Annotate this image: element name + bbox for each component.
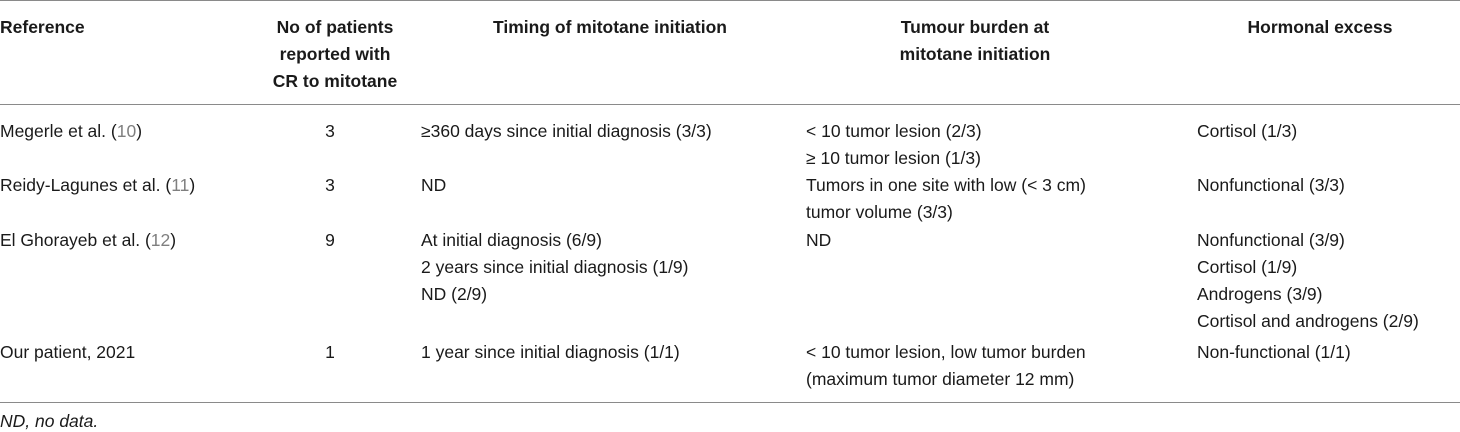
header-text: Reference [0, 17, 85, 37]
reference-text: Megerle et al. ( [0, 121, 117, 141]
hormonal-line: Cortisol and androgens (2/9) [1197, 311, 1419, 331]
row-3-timing: At initial diagnosis (6/9) 2 years since… [421, 227, 689, 308]
header-text: No of patients [276, 17, 394, 37]
header-text: Tumour burden at [900, 17, 1050, 37]
reference-text: Reidy-Lagunes et al. ( [0, 175, 172, 195]
hormonal-line: Nonfunctional (3/3) [1197, 175, 1345, 195]
burden-line: < 10 tumor lesion, low tumor burden [806, 342, 1086, 362]
row-1-patients: 3 [240, 118, 420, 145]
burden-line: ≥ 10 tumor lesion (1/3) [806, 148, 981, 168]
patient-count: 1 [325, 342, 335, 362]
hormonal-line: Cortisol (1/3) [1197, 121, 1298, 141]
patient-count: 9 [325, 230, 335, 250]
row-2-burden: Tumors in one site with low (< 3 cm) tum… [806, 172, 1086, 226]
reference-text: Our patient, 2021 [0, 342, 136, 362]
row-4-reference: Our patient, 2021 [0, 339, 135, 366]
hormonal-line: Androgens (3/9) [1197, 284, 1323, 304]
table-footnote: ND, no data. [0, 411, 99, 431]
row-3-reference: El Ghorayeb et al. (12) [0, 227, 176, 254]
header-text: mitotane initiation [899, 44, 1051, 64]
row-2-hormonal: Nonfunctional (3/3) [1197, 172, 1345, 199]
timing-line: 2 years since initial diagnosis (1/9) [421, 257, 689, 277]
patient-count: 3 [325, 121, 335, 141]
hormonal-line: Non-functional (1/1) [1197, 342, 1351, 362]
reference-close: ) [136, 121, 143, 141]
burden-line: (maximum tumor diameter 12 mm) [806, 369, 1075, 389]
burden-line: < 10 tumor lesion (2/3) [806, 121, 982, 141]
row-1-hormonal: Cortisol (1/3) [1197, 118, 1297, 145]
reference-close: ) [170, 230, 177, 250]
timing-line: 1 year since initial diagnosis (1/1) [421, 342, 680, 362]
table-top-rule [0, 0, 1460, 1]
row-2-reference: Reidy-Lagunes et al. (11) [0, 172, 195, 199]
burden-line: Tumors in one site with low (< 3 cm) [806, 175, 1086, 195]
header-hormonal: Hormonal excess [1190, 14, 1450, 41]
reference-number: 11 [171, 175, 190, 195]
reference-number: 10 [116, 121, 137, 141]
header-text: CR to mitotane [272, 71, 398, 91]
row-1-reference: Megerle et al. (10) [0, 118, 142, 145]
row-4-timing: 1 year since initial diagnosis (1/1) [421, 339, 680, 366]
reference-number: 12 [150, 230, 171, 250]
row-1-timing: ≥360 days since initial diagnosis (3/3) [421, 118, 712, 145]
row-3-patients: 9 [240, 227, 420, 254]
reference-text: El Ghorayeb et al. ( [0, 230, 151, 250]
burden-line: ND [806, 230, 832, 250]
patient-count: 3 [325, 175, 335, 195]
timing-line: ND [421, 175, 447, 195]
hormonal-line: Nonfunctional (3/9) [1197, 230, 1345, 250]
header-text: reported with [279, 44, 391, 64]
table-bottom-rule [0, 402, 1460, 403]
row-2-timing: ND [421, 172, 446, 199]
header-bottom-rule [0, 104, 1460, 105]
row-3-burden: ND [806, 227, 831, 254]
header-burden: Tumour burden at mitotane initiation [800, 14, 1150, 68]
row-4-burden: < 10 tumor lesion, low tumor burden (max… [806, 339, 1086, 393]
reference-close: ) [189, 175, 196, 195]
header-timing: Timing of mitotane initiation [430, 14, 790, 41]
header-patients: No of patients reported with CR to mitot… [240, 14, 430, 95]
header-text: Hormonal excess [1247, 17, 1393, 37]
header-reference: Reference [0, 14, 85, 41]
row-1-burden: < 10 tumor lesion (2/3) ≥ 10 tumor lesio… [806, 118, 982, 172]
timing-line: At initial diagnosis (6/9) [421, 230, 602, 250]
timing-line: ND (2/9) [421, 284, 488, 304]
timing-line: ≥360 days since initial diagnosis (3/3) [421, 121, 712, 141]
row-3-hormonal: Nonfunctional (3/9) Cortisol (1/9) Andro… [1197, 227, 1419, 335]
row-4-patients: 1 [240, 339, 420, 366]
hormonal-line: Cortisol (1/9) [1197, 257, 1298, 277]
row-2-patients: 3 [240, 172, 420, 199]
row-4-hormonal: Non-functional (1/1) [1197, 339, 1351, 366]
header-text: Timing of mitotane initiation [493, 17, 727, 37]
burden-line: tumor volume (3/3) [806, 202, 953, 222]
